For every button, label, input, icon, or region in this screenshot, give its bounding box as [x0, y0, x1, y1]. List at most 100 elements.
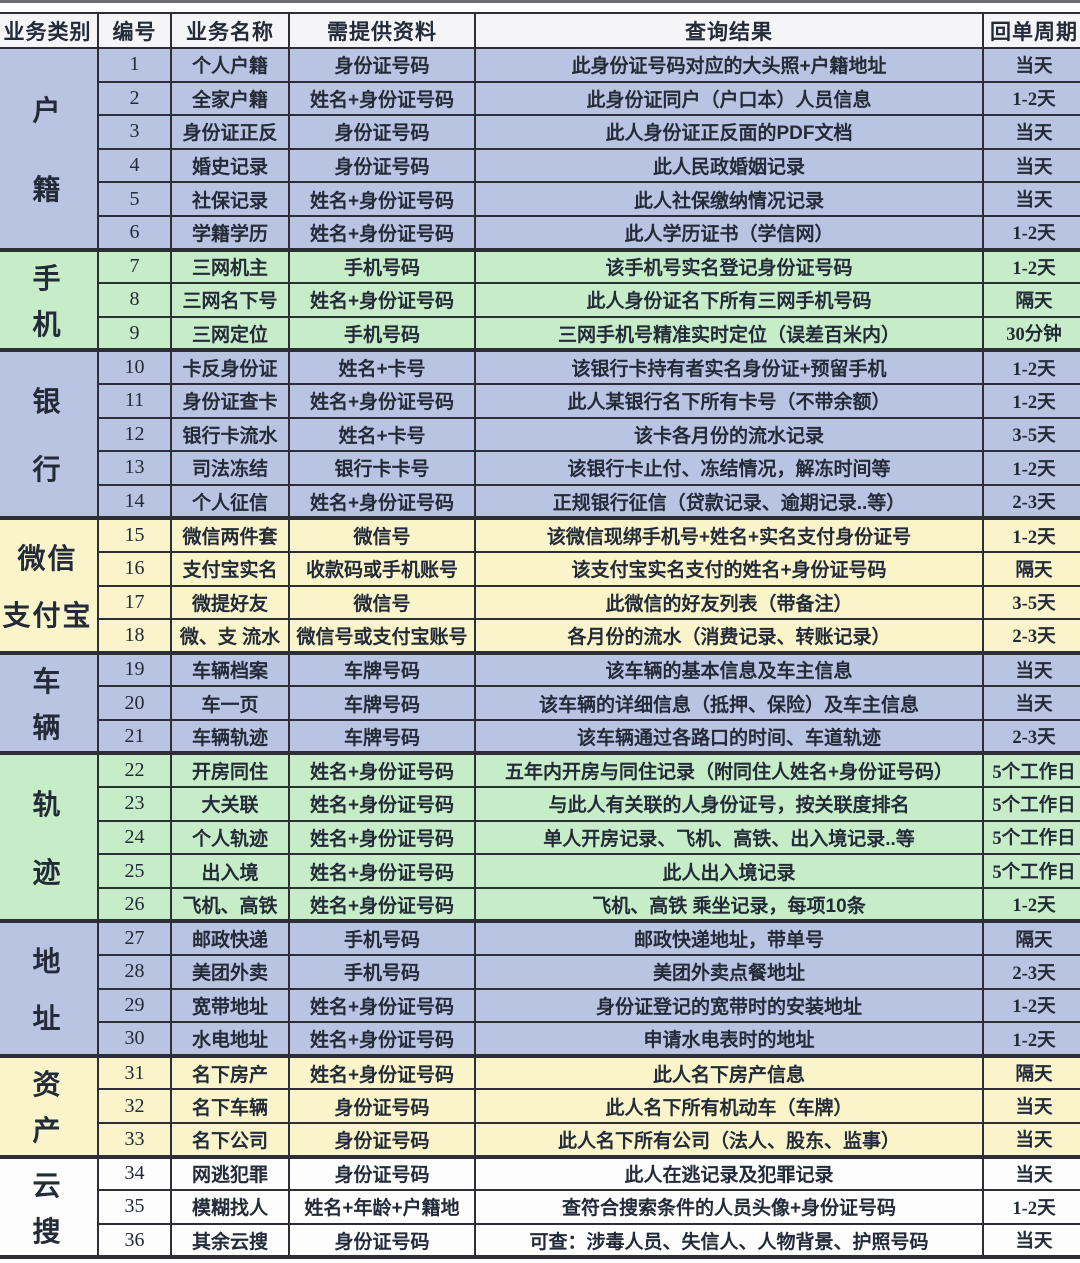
- cell-materials: 姓名+身份证号码: [288, 80, 476, 117]
- cell-materials: 姓名+身份证号码: [288, 181, 476, 217]
- table-row: 26 飞机、高铁 姓名+身份证号码 飞机、高铁 乘坐记录，每项10条 1-2天: [0, 886, 1080, 923]
- cell-service-name: 全家户籍: [170, 80, 290, 117]
- cell-service-name: 名下车辆: [170, 1088, 290, 1124]
- table-row: 银行 10 卡反身份证 姓名+卡号 该银行卡持有者实名身份证+预留手机 1-2天: [0, 348, 1080, 520]
- column-header-6: 回单周期: [982, 12, 1080, 49]
- cell-number: 14: [97, 483, 172, 520]
- cell-service-name: 微提好友: [170, 584, 290, 621]
- column-header-4: 需提供资料: [288, 12, 476, 49]
- cell-number: 32: [97, 1088, 172, 1124]
- cell-cycle: 当天: [982, 47, 1080, 83]
- cell-cycle: 1-2天: [982, 450, 1080, 486]
- cell-materials: 银行卡卡号: [288, 450, 476, 486]
- cell-result: 邮政快递地址，带单号: [474, 919, 984, 957]
- cell-materials: 身份证号码: [288, 1088, 476, 1124]
- category-cell: 银行: [0, 348, 99, 520]
- cell-service-name: 其余云搜: [170, 1222, 290, 1259]
- cell-number: 33: [97, 1122, 172, 1158]
- column-header-1: 业务类别: [0, 12, 99, 49]
- cell-result: 该支付宝实名支付的姓名+身份证号码: [474, 550, 984, 587]
- cell-result: 此人某银行名下所有卡号（不带余额）: [474, 382, 984, 419]
- cell-cycle: 2-3天: [982, 954, 1080, 990]
- cell-materials: 姓名+身份证号码: [288, 819, 476, 856]
- cell-cycle: 2-3天: [982, 483, 1080, 520]
- cell-materials: 手机号码: [288, 315, 476, 352]
- cell-number: 11: [97, 382, 172, 419]
- table-row: 2 全家户籍 姓名+身份证号码 此身份证同户（户口本）人员信息 1-2天: [0, 80, 1080, 117]
- cell-number: 30: [97, 1021, 172, 1057]
- cell-number: 24: [97, 819, 172, 856]
- cell-service-name: 三网名下号: [170, 282, 290, 318]
- cell-result: 五年内开房与同住记录（附同住人姓名+身份证号码）: [474, 751, 984, 789]
- cell-cycle: 1-2天: [982, 382, 1080, 419]
- cell-result: 该银行卡止付、冻结情况，解冻时间等: [474, 450, 984, 486]
- table-row: 36 其余云搜 身份证号码 可查：涉毒人员、失信人、人物背景、护照号码 当天: [0, 1222, 1080, 1259]
- table-row: 地址 27 邮政快递 手机号码 邮政快递地址，带单号 隔天: [0, 919, 1080, 1057]
- cell-materials: 微信号: [288, 584, 476, 621]
- cell-cycle: 当天: [982, 1088, 1080, 1124]
- category-cell: 车辆: [0, 650, 99, 755]
- table-row: 14 个人征信 姓名+身份证号码 正规银行征信（贷款记录、逾期记录..等） 2-3天: [0, 483, 1080, 520]
- table-row: 30 水电地址 姓名+身份证号码 申请水电表时的地址 1-2天: [0, 1021, 1080, 1057]
- cell-service-name: 车辆轨迹: [170, 718, 290, 755]
- cell-materials: 身份证号码: [288, 1222, 476, 1259]
- cell-cycle: 30分钟: [982, 315, 1080, 352]
- cell-service-name: 名下公司: [170, 1122, 290, 1158]
- cell-service-name: 网逃犯罪: [170, 1154, 290, 1192]
- table-row: 17 微提好友 微信号 此微信的好友列表（带备注） 3-5天: [0, 584, 1080, 621]
- cell-number: 18: [97, 618, 172, 654]
- cell-result: 该车辆通过各路口的时间、车道轨迹: [474, 718, 984, 755]
- table-row: 5 社保记录 姓名+身份证号码 此人社保缴纳情况记录 当天: [0, 181, 1080, 217]
- cell-cycle: 隔天: [982, 282, 1080, 318]
- cell-service-name: 个人户籍: [170, 47, 290, 83]
- cell-result: 该车辆的基本信息及车主信息: [474, 650, 984, 688]
- category-label: 银行: [32, 386, 63, 486]
- cell-materials: 收款码或手机账号: [288, 550, 476, 587]
- cell-number: 12: [97, 416, 172, 453]
- cell-service-name: 微、支 流水: [170, 618, 290, 654]
- table-row: 8 三网名下号 姓名+身份证号码 此人身份证名下所有三网手机号码 隔天: [0, 282, 1080, 318]
- cell-cycle: 5个工作日: [982, 786, 1080, 822]
- cell-materials: 姓名+身份证号码: [288, 214, 476, 251]
- cell-materials: 姓名+身份证号码: [288, 886, 476, 923]
- cell-materials: 车牌号码: [288, 685, 476, 721]
- cell-service-name: 邮政快递: [170, 919, 290, 957]
- cell-materials: 姓名+身份证号码: [288, 1021, 476, 1057]
- cell-cycle: 隔天: [982, 1053, 1080, 1091]
- cell-materials: 手机号码: [288, 919, 476, 957]
- table-row: 13 司法冻结 银行卡卡号 该银行卡止付、冻结情况，解冻时间等 1-2天: [0, 450, 1080, 486]
- cell-result: 此人在逃记录及犯罪记录: [474, 1154, 984, 1192]
- cell-materials: 手机号码: [288, 247, 476, 285]
- cell-service-name: 三网机主: [170, 247, 290, 285]
- cell-cycle: 3-5天: [982, 416, 1080, 453]
- cell-number: 9: [97, 315, 172, 352]
- cell-cycle: 当天: [982, 147, 1080, 184]
- cell-number: 23: [97, 786, 172, 822]
- cell-number: 31: [97, 1053, 172, 1091]
- cell-materials: 姓名+身份证号码: [288, 751, 476, 789]
- cell-materials: 姓名+身份证号码: [288, 282, 476, 318]
- table-row: 云搜 34 网逃犯罪 身份证号码 此人在逃记录及犯罪记录 当天: [0, 1154, 1080, 1259]
- cell-materials: 姓名+身份证号码: [288, 483, 476, 520]
- cell-materials: 手机号码: [288, 954, 476, 990]
- cell-materials: 姓名+卡号: [288, 348, 476, 385]
- cell-number: 7: [97, 247, 172, 285]
- cell-service-name: 微信两件套: [170, 516, 290, 553]
- cell-result: 三网手机号精准实时定位（误差百米内）: [474, 315, 984, 352]
- cell-number: 26: [97, 886, 172, 923]
- category-label: 轨迹: [32, 789, 63, 889]
- cell-result: 该微信现绑手机号+姓名+实名支付身份证号: [474, 516, 984, 553]
- cell-number: 15: [97, 516, 172, 553]
- category-label: 手机: [32, 263, 63, 340]
- cell-service-name: 水电地址: [170, 1021, 290, 1057]
- cell-service-name: 三网定位: [170, 315, 290, 352]
- cell-result: 该银行卡持有者实名身份证+预留手机: [474, 348, 984, 385]
- cell-cycle: 当天: [982, 650, 1080, 688]
- service-price-table: 业务类别 编号 业务名称 需提供资料 查询结果 回单周期 户籍 1 个人户籍 身份证号码 此身份证…: [0, 12, 1080, 1260]
- cell-service-name: 个人轨迹: [170, 819, 290, 856]
- cell-number: 1: [97, 47, 172, 83]
- cell-number: 16: [97, 550, 172, 587]
- cell-materials: 姓名+身份证号码: [288, 786, 476, 822]
- table-row: 18 微、支 流水 微信号或支付宝账号 各月份的流水（消费记录、转账记录） 2-3天: [0, 618, 1080, 654]
- cell-number: 6: [97, 214, 172, 251]
